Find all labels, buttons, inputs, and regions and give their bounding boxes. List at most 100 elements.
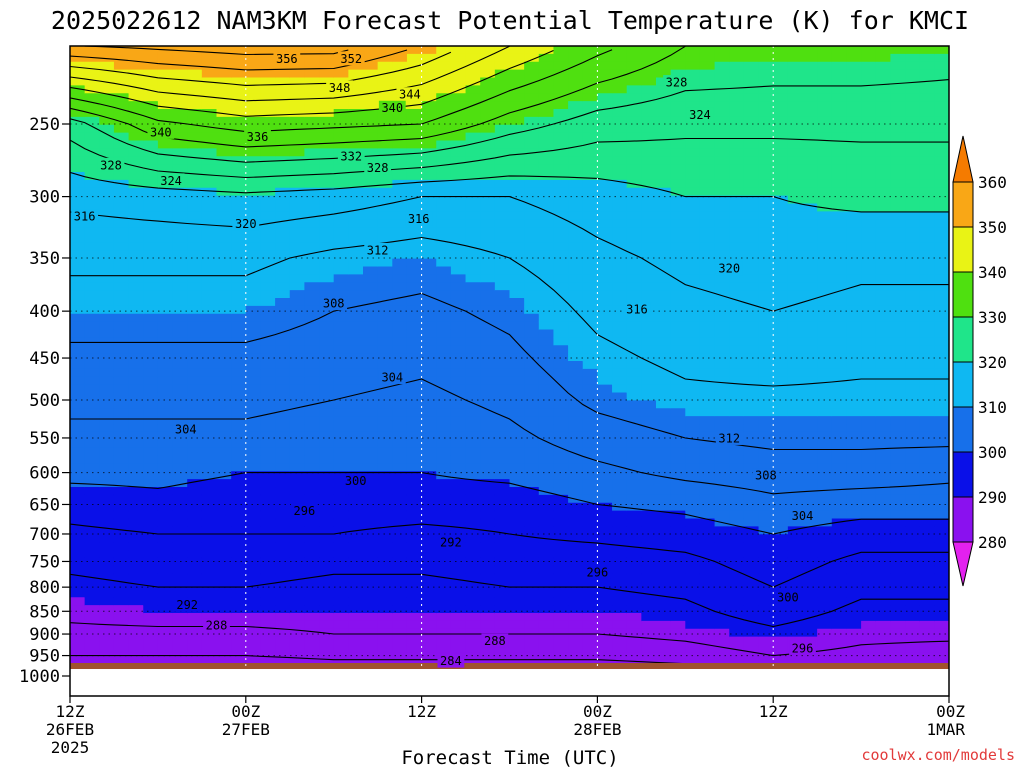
theta-cell [84, 124, 100, 134]
theta-cell [421, 172, 437, 181]
theta-cell [582, 447, 598, 457]
theta-cell [773, 266, 789, 275]
theta-cell [626, 337, 642, 346]
theta-cell [905, 589, 921, 598]
theta-cell [231, 69, 247, 79]
theta-cell [406, 266, 423, 275]
theta-cell [465, 250, 481, 260]
theta-cell [113, 628, 130, 638]
theta-cell [890, 329, 906, 338]
theta-cell [582, 510, 598, 520]
theta-cell [113, 109, 130, 118]
theta-cell [377, 298, 393, 307]
theta-cell [758, 266, 774, 275]
theta-cell [685, 258, 701, 268]
y-tick-label: 900 [29, 625, 60, 645]
y-tick-label: 1000 [19, 667, 60, 687]
theta-cell [597, 227, 613, 236]
theta-cell [568, 313, 584, 323]
theta-cell [348, 116, 364, 126]
theta-cell [787, 116, 804, 126]
theta-cell [319, 479, 335, 488]
theta-cell [714, 195, 730, 205]
theta-cell [377, 471, 393, 480]
theta-cell [919, 502, 935, 512]
theta-cell [758, 644, 774, 653]
contour-label: 304 [175, 423, 197, 437]
contour-label: 284 [440, 654, 462, 668]
theta-cell [128, 53, 144, 63]
theta-cell [392, 298, 408, 307]
theta-cell [187, 526, 203, 535]
theta-cell [538, 455, 555, 464]
theta-cell [743, 203, 760, 212]
theta-cell [743, 471, 760, 480]
theta-cell [494, 227, 511, 236]
contour-label-bg [715, 261, 743, 276]
theta-cell [817, 479, 833, 488]
theta-cell [465, 487, 481, 496]
theta-cell [157, 416, 174, 425]
theta-cell [509, 361, 525, 370]
theta-cell [714, 628, 730, 638]
theta-cell [494, 518, 511, 527]
theta-cell [626, 53, 642, 63]
theta-cell [406, 337, 423, 346]
theta-cell [817, 219, 833, 228]
theta-cell [743, 148, 760, 157]
theta-cell [143, 439, 159, 449]
theta-cell [934, 542, 949, 551]
theta-cell [157, 534, 174, 543]
theta-cell [465, 368, 481, 378]
theta-cell [494, 219, 511, 228]
theta-cell [509, 298, 525, 307]
theta-cell [99, 439, 115, 449]
theta-cell [685, 353, 701, 362]
theta-cell [480, 502, 496, 512]
contour-label: 340 [381, 101, 403, 115]
theta-cell [84, 345, 100, 354]
theta-cell [685, 636, 701, 646]
theta-cell [890, 101, 906, 110]
theta-cell [509, 526, 525, 535]
theta-cell [568, 116, 584, 126]
theta-cell [919, 636, 935, 646]
theta-cell [568, 644, 584, 653]
theta-cell [919, 211, 935, 220]
theta-cell [99, 172, 115, 181]
theta-cell [582, 487, 598, 496]
theta-cell [773, 431, 789, 441]
theta-cell [890, 376, 906, 386]
theta-cell [524, 368, 540, 378]
theta-cell [289, 620, 305, 630]
theta-cell [260, 53, 276, 63]
theta-cell [377, 353, 393, 362]
theta-cell [216, 455, 232, 464]
theta-cell [480, 219, 496, 228]
theta-cell [84, 439, 100, 449]
theta-cell [450, 329, 467, 338]
theta-cell [421, 298, 437, 307]
theta-cell [260, 628, 276, 638]
theta-cell [699, 148, 716, 157]
theta-cell [363, 652, 379, 661]
theta-cell [568, 565, 584, 575]
theta-cell [802, 227, 818, 236]
theta-cell [260, 305, 276, 315]
theta-cell [787, 124, 804, 134]
theta-cell [304, 518, 320, 527]
theta-cell [231, 510, 247, 520]
theta-cell [582, 179, 598, 189]
theta-cell [714, 668, 730, 669]
theta-cell [861, 613, 877, 622]
theta-cell [758, 101, 774, 110]
theta-cell [304, 235, 320, 244]
theta-cell [304, 101, 320, 110]
theta-cell [450, 353, 467, 362]
theta-cell [128, 581, 144, 590]
theta-cell [304, 479, 320, 488]
theta-cell [260, 235, 276, 244]
theta-cell [494, 439, 511, 449]
theta-cell [333, 290, 349, 299]
theta-cell [436, 613, 452, 622]
